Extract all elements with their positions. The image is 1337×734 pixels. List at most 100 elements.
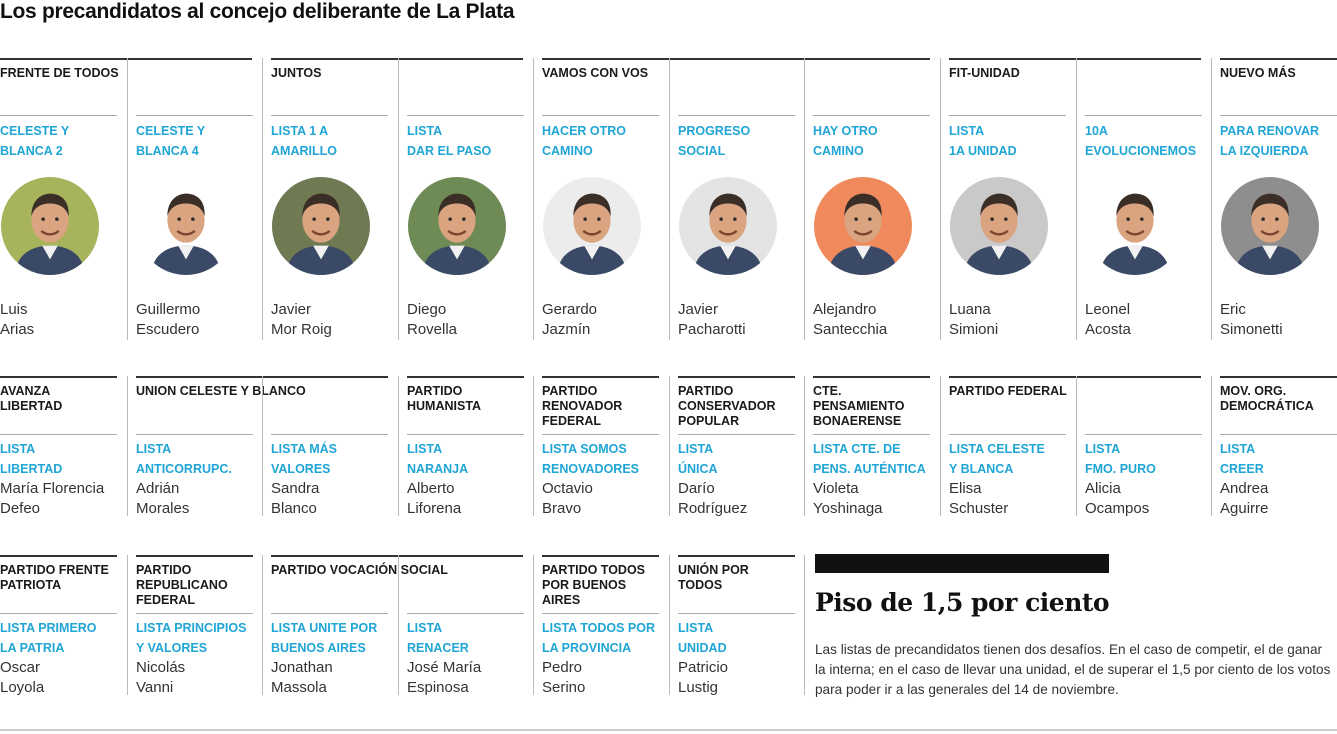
candidate-photo <box>679 177 777 275</box>
candidate-first-name: José María <box>407 659 482 676</box>
column-divider <box>669 376 670 516</box>
party-name: PARTIDO REPUBLICANO FEDERAL <box>136 563 228 607</box>
list-rule <box>949 434 1066 435</box>
bottom-rule <box>0 729 1337 731</box>
candidate-first-name: Elisa <box>949 480 982 497</box>
list-name: LISTA 1 A AMARILLO <box>271 124 337 158</box>
list-name: LISTA UNIDAD <box>678 621 727 655</box>
list-rule <box>271 434 388 435</box>
party-name: FIT-UNIDAD <box>949 66 1020 80</box>
party-rule <box>949 376 1201 378</box>
party-rule <box>1220 58 1337 60</box>
candidate-last-name: Blanco <box>271 500 317 517</box>
heading-bar <box>815 554 1109 573</box>
party-name: AVANZA LIBERTAD <box>0 384 63 413</box>
candidate-last-name: Acosta <box>1085 321 1131 338</box>
party-name: PARTIDO FEDERAL <box>949 384 1067 398</box>
candidate-last-name: Schuster <box>949 500 1009 517</box>
party-rule <box>542 376 659 378</box>
column-divider <box>398 555 399 695</box>
candidate-last-name: Arias <box>0 321 35 338</box>
candidate-last-name: Jazmín <box>542 321 591 338</box>
party-name: PARTIDO HUMANISTA <box>407 384 482 413</box>
list-name: LISTA NARANJA <box>407 442 469 476</box>
list-name: LISTA ÚNICA <box>678 442 718 476</box>
party-rule <box>542 58 930 60</box>
candidate-first-name: Jonathan <box>271 659 333 676</box>
candidate-last-name: Morales <box>136 500 190 517</box>
candidate-first-name: Gerardo <box>542 301 598 318</box>
party-rule <box>678 555 795 557</box>
party-rule <box>0 58 252 60</box>
list-rule <box>1085 115 1202 116</box>
candidate-last-name: Espinosa <box>407 679 469 696</box>
list-name: LISTA LIBERTAD <box>0 442 63 476</box>
list-rule <box>678 613 795 614</box>
candidate-first-name: Luana <box>949 301 991 318</box>
party-name: PARTIDO TODOS POR BUENOS AIRES <box>542 563 646 607</box>
list-name: CELESTE Y BLANCA 4 <box>136 124 206 158</box>
candidate-first-name: Eric <box>1220 301 1246 318</box>
list-name: LISTA RENACER <box>407 621 469 655</box>
list-name: LISTA PRIMERO LA PATRIA <box>0 621 97 655</box>
candidate-photo <box>1086 177 1184 275</box>
list-name: LISTA TODOS POR LA PROVINCIA <box>542 621 655 655</box>
candidate-first-name: Diego <box>407 301 447 318</box>
party-name: UNIÓN POR TODOS <box>678 563 749 592</box>
candidate-first-name: Luis <box>0 301 28 318</box>
candidate-first-name: Darío <box>678 480 715 497</box>
party-rule <box>136 555 253 557</box>
candidate-last-name: Aguirre <box>1220 500 1269 517</box>
candidate-first-name: Sandra <box>271 480 320 497</box>
list-rule <box>1220 115 1337 116</box>
column-divider <box>127 58 128 340</box>
list-name: LISTA PRINCIPIOS Y VALORES <box>136 621 247 655</box>
candidate-last-name: Ocampos <box>1085 500 1150 517</box>
list-rule <box>678 115 795 116</box>
candidate-first-name: Oscar <box>0 659 41 676</box>
list-name: LISTA CTE. DE PENS. AUTÉNTICA <box>813 442 926 476</box>
list-name: CELESTE Y BLANCA 2 <box>0 124 70 158</box>
list-name: 10A EVOLUCIONEMOS <box>1085 124 1197 158</box>
column-divider <box>669 58 670 340</box>
list-rule <box>407 115 524 116</box>
list-name: LISTA SOMOS RENOVADORES <box>542 442 640 476</box>
party-rule <box>271 555 523 557</box>
candidate-last-name: Defeo <box>0 500 41 517</box>
party-name: UNION CELESTE Y BLANCO <box>136 384 306 398</box>
column-divider <box>1076 376 1077 516</box>
note-heading: Piso de 1,5 por ciento <box>815 588 1110 617</box>
list-rule <box>136 434 253 435</box>
candidate-photo <box>137 177 235 275</box>
column-divider <box>398 58 399 340</box>
party-name: FRENTE DE TODOS <box>0 66 119 80</box>
list-name: LISTA 1A UNIDAD <box>949 124 1017 158</box>
candidate-photo <box>1221 177 1319 275</box>
candidate-last-name: Escudero <box>136 321 200 338</box>
candidate-last-name: Massola <box>271 679 327 696</box>
list-rule <box>813 115 930 116</box>
candidate-first-name: Javier <box>271 301 312 318</box>
list-rule <box>542 115 659 116</box>
page-title: Los precandidatos al concejo deliberante… <box>0 0 515 23</box>
candidate-first-name: Alicia <box>1085 480 1121 497</box>
list-name: LISTA CREER <box>1220 442 1264 476</box>
list-name: LISTA MÁS VALORES <box>271 442 337 476</box>
list-name: LISTA FMO. PURO <box>1085 442 1156 476</box>
column-divider <box>669 555 670 695</box>
candidate-first-name: Nicolás <box>136 659 186 676</box>
list-rule <box>542 613 659 614</box>
party-rule <box>542 555 659 557</box>
candidate-first-name: Javier <box>678 301 719 318</box>
list-rule <box>949 115 1066 116</box>
candidate-first-name: Patricio <box>678 659 729 676</box>
party-name: PARTIDO RENOVADOR FEDERAL <box>542 384 623 428</box>
candidate-first-name: Pedro <box>542 659 583 676</box>
party-name: VAMOS CON VOS <box>542 66 649 80</box>
column-divider <box>804 58 805 340</box>
candidate-last-name: Bravo <box>542 500 582 517</box>
candidate-photo <box>1 177 99 275</box>
candidate-first-name: Alejandro <box>813 301 877 318</box>
note-text: Las listas de precandidatos tienen dos d… <box>815 642 1331 697</box>
party-name: PARTIDO CONSERVADOR POPULAR <box>678 384 776 428</box>
